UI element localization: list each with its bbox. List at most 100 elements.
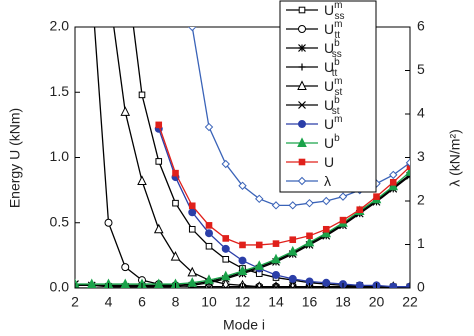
plot-area — [75, 27, 410, 288]
marker — [255, 194, 264, 204]
marker — [304, 236, 315, 247]
legend-label-part: st — [334, 87, 342, 98]
x-tick-label: 14 — [268, 294, 284, 310]
legend-marker — [297, 137, 307, 147]
marker — [389, 170, 398, 180]
marker — [271, 253, 281, 264]
marker — [188, 225, 196, 233]
marker — [255, 284, 264, 288]
legend-label-part: U — [324, 2, 334, 18]
series-line — [158, 124, 410, 246]
marker — [406, 282, 410, 288]
marker — [155, 158, 163, 165]
y2-tick-label: 1 — [417, 235, 425, 251]
y2-tick-label: 0 — [417, 279, 425, 295]
x-tick-label: 8 — [172, 294, 180, 310]
x-tick-label: 10 — [201, 294, 217, 310]
legend-label-part: U — [324, 135, 334, 151]
y-tick-label: 1.5 — [50, 83, 70, 99]
marker — [172, 199, 179, 207]
legend-label-part: b — [334, 38, 340, 49]
marker — [121, 263, 130, 272]
legend — [279, 0, 377, 193]
legend-label-part: tt — [334, 30, 340, 41]
marker — [188, 208, 197, 217]
marker — [222, 235, 230, 242]
marker — [170, 251, 181, 261]
marker — [389, 282, 398, 288]
y-axis-label: Energy U (kNm) — [7, 108, 23, 208]
marker — [172, 169, 179, 177]
marker — [221, 244, 230, 253]
legend-label-part: ss — [332, 49, 342, 60]
legend-label-part: U — [324, 21, 334, 37]
y2-axis-label: λ (kN/m²) — [447, 129, 463, 187]
marker — [322, 225, 330, 233]
legend-label-part: U — [324, 116, 334, 132]
marker — [221, 159, 230, 169]
marker — [356, 206, 364, 213]
marker — [306, 232, 313, 240]
legend-label-part: b — [334, 57, 340, 68]
marker — [406, 163, 410, 170]
y2-tick-label: 4 — [417, 105, 425, 121]
legend-label: Ub st — [324, 95, 340, 117]
x-tick-label: 2 — [71, 294, 79, 310]
marker — [272, 270, 280, 279]
y2-tick-label: 3 — [417, 148, 425, 164]
marker — [355, 281, 364, 288]
legend-label: Ub — [324, 133, 340, 151]
legend-label: Um st — [324, 76, 342, 98]
marker — [238, 181, 247, 190]
marker — [220, 270, 231, 281]
x-tick-label: 12 — [235, 294, 251, 310]
marker — [338, 192, 348, 201]
legend-marker — [298, 63, 306, 71]
marker — [272, 284, 280, 288]
legend-label: λ — [324, 173, 331, 189]
series-line — [158, 128, 410, 288]
legend-label-part: m — [334, 19, 342, 30]
legend-label-part: λ — [324, 173, 331, 189]
marker — [138, 91, 146, 99]
marker — [75, 278, 80, 288]
y2-tick-label: 5 — [417, 61, 425, 77]
marker — [322, 196, 331, 206]
legend-label: Um ss — [324, 0, 344, 22]
x-axis-label: Mode i — [223, 317, 265, 333]
legend-label-part: b — [334, 95, 340, 106]
marker — [388, 180, 399, 191]
marker — [205, 229, 213, 238]
legend-marker — [298, 158, 306, 166]
marker — [205, 222, 213, 229]
marker — [321, 227, 332, 238]
marker — [104, 218, 113, 227]
legend-label-part: U — [324, 97, 334, 113]
y-tick-label: 2.0 — [50, 18, 70, 34]
marker — [188, 202, 196, 210]
y-tick-label: 0.0 — [50, 279, 70, 295]
x-tick-label: 18 — [335, 294, 351, 310]
x-tick-label: 20 — [369, 294, 385, 310]
y2-tick-label: 6 — [417, 18, 425, 34]
legend-label-part: m — [334, 0, 342, 11]
marker — [339, 216, 347, 224]
legend-marker — [298, 6, 306, 14]
marker — [187, 277, 198, 287]
legend-marker — [298, 25, 306, 33]
x-tick-label: 4 — [105, 294, 113, 310]
marker — [204, 122, 214, 132]
marker — [305, 284, 314, 288]
marker — [254, 260, 265, 270]
marker — [287, 245, 298, 256]
marker — [288, 284, 297, 288]
legend-marker — [298, 44, 306, 52]
marker — [238, 256, 247, 265]
legend-label-part: U — [324, 59, 334, 75]
legend-marker — [298, 101, 306, 109]
legend-label: U — [324, 154, 334, 170]
marker — [221, 284, 230, 288]
legend-label: Um tt — [324, 19, 342, 41]
legend-label: Um — [324, 114, 342, 132]
